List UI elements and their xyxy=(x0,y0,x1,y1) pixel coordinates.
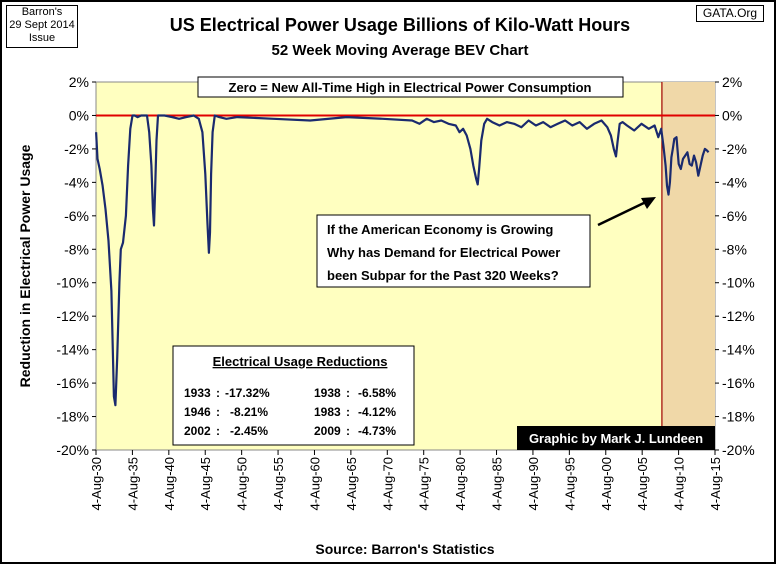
reduction-year: 1933 xyxy=(184,386,211,400)
question-arrow xyxy=(597,199,649,227)
y-tick-label: -6% xyxy=(64,208,89,224)
y-tick-label: -2% xyxy=(722,141,747,157)
y-tick-label: -20% xyxy=(722,442,755,458)
x-tick-label: 4-Aug-70 xyxy=(380,457,395,510)
x-tick-label: 4-Aug-90 xyxy=(526,457,541,510)
zero-note: Zero = New All-Time High in Electrical P… xyxy=(229,80,592,95)
reduction-sep: : xyxy=(346,386,350,400)
x-axis-label: Source: Barron's Statistics xyxy=(315,541,494,557)
y-tick-label: -2% xyxy=(64,141,89,157)
chart-title: US Electrical Power Usage Billions of Ki… xyxy=(170,15,630,35)
source-issue-box: Barron's 29 Sept 2014 Issue xyxy=(6,5,78,48)
reduction-year: 2002 xyxy=(184,424,211,438)
question-line: been Subpar for the Past 320 Weeks? xyxy=(327,268,559,283)
reduction-value: -2.45% xyxy=(230,424,268,438)
x-tick-label: 4-Aug-10 xyxy=(672,457,687,510)
question-line: If the American Economy is Growing xyxy=(327,222,553,237)
source-issue-line: Barron's xyxy=(21,6,63,18)
x-tick-label: 4-Aug-75 xyxy=(417,457,432,510)
series-line xyxy=(95,114,710,407)
source-issue-line: Issue xyxy=(28,32,56,44)
question-box xyxy=(316,214,591,288)
x-tick-label: 4-Aug-85 xyxy=(490,457,505,510)
x-tick-label: 4-Aug-50 xyxy=(235,457,250,510)
y-axis-left: 2% 0% -2% -4% -6% -8% -10% -12% -14% -16% -18% -20% xyxy=(56,74,96,458)
y-tick-label: -18% xyxy=(722,409,755,425)
y-tick-label: -16% xyxy=(56,375,89,391)
y-axis-right: 2% 0% -2% -4% -6% -8% -10% -12% -14% -16% -18% -20% xyxy=(715,74,755,458)
reductions-box xyxy=(172,345,415,446)
reduction-sep: : xyxy=(346,405,350,419)
x-tick-label: 4-Aug-30 xyxy=(89,457,104,510)
x-axis: 4-Aug-30 4-Aug-35 4-Aug-40 4-Aug-45 4-Aug-50… xyxy=(89,450,723,510)
y-tick-label: -14% xyxy=(56,342,89,358)
reduction-value: -6.58% xyxy=(358,386,396,400)
y-tick-label: -8% xyxy=(64,241,89,257)
reduction-value: -17.32% xyxy=(225,386,270,400)
reduction-year: 1938 xyxy=(314,386,341,400)
reduction-year: 1983 xyxy=(314,405,341,419)
y-tick-label: -8% xyxy=(722,241,747,257)
chart-subtitle: 52 Week Moving Average BEV Chart xyxy=(271,42,528,59)
y-tick-label: 0% xyxy=(722,107,742,123)
question-arrow-head xyxy=(641,197,656,209)
y-tick-label: -20% xyxy=(56,442,89,458)
y-tick-label: -4% xyxy=(722,174,747,190)
x-tick-label: 4-Aug-05 xyxy=(635,457,650,510)
y-axis-label: Reduction in Electrical Power Usage xyxy=(17,144,33,387)
question-line: Why has Demand for Electrical Power xyxy=(327,245,560,260)
y-tick-label: 2% xyxy=(69,74,89,90)
x-tick-label: 4-Aug-15 xyxy=(708,457,723,510)
y-tick-label: -10% xyxy=(56,275,89,291)
y-tick-label: 0% xyxy=(69,107,89,123)
x-tick-label: 4-Aug-60 xyxy=(307,457,322,510)
reduction-value: -4.12% xyxy=(358,405,396,419)
reduction-year: 2009 xyxy=(314,424,341,438)
x-tick-label: 4-Aug-80 xyxy=(453,457,468,510)
zero-note-box xyxy=(197,76,624,98)
x-tick-label: 4-Aug-35 xyxy=(125,457,140,510)
graphic-credit-box xyxy=(517,426,715,450)
x-tick-label: 4-Aug-65 xyxy=(344,457,359,510)
graphic-credit: Graphic by Mark J. Lundeen xyxy=(529,431,703,446)
y-tick-label: -16% xyxy=(722,375,755,391)
x-tick-label: 4-Aug-45 xyxy=(198,457,213,510)
credit-box: GATA.Org xyxy=(696,5,764,22)
y-tick-label: -10% xyxy=(722,275,755,291)
source-issue-line: 29 Sept 2014 xyxy=(9,19,75,31)
x-tick-label: 4-Aug-55 xyxy=(271,457,286,510)
reduction-value: -8.21% xyxy=(230,405,268,419)
x-tick-label: 4-Aug-95 xyxy=(562,457,577,510)
x-tick-label: 4-Aug-00 xyxy=(599,457,614,510)
y-tick-label: -4% xyxy=(64,174,89,190)
y-tick-label: -14% xyxy=(722,342,755,358)
y-tick-label: -12% xyxy=(722,308,755,324)
reduction-sep: : xyxy=(216,405,220,419)
y-tick-label: -12% xyxy=(56,308,89,324)
y-tick-label: -18% xyxy=(56,409,89,425)
reduction-sep: : xyxy=(346,424,350,438)
y-tick-label: 2% xyxy=(722,74,742,90)
reduction-sep: : xyxy=(216,386,220,400)
credit-text: GATA.Org xyxy=(702,6,758,20)
reduction-year: 1946 xyxy=(184,405,211,419)
reductions-title: Electrical Usage Reductions xyxy=(213,354,388,369)
reduction-value: -4.73% xyxy=(358,424,396,438)
reduction-sep: : xyxy=(216,424,220,438)
y-tick-label: -6% xyxy=(722,208,747,224)
shaded-region xyxy=(661,82,715,450)
x-tick-label: 4-Aug-40 xyxy=(162,457,177,510)
